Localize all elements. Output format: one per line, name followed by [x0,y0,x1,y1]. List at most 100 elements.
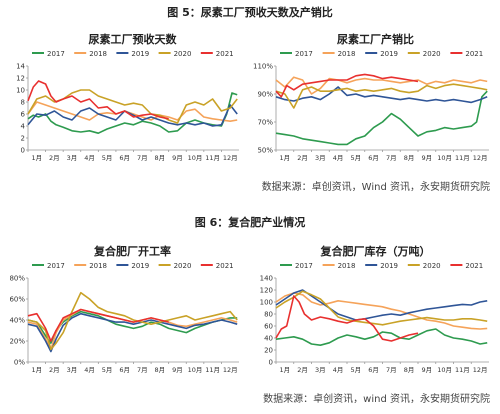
series-line-2021 [275,295,419,342]
y-tick-label: 40% [9,317,25,325]
x-tick-label: 6月 [119,154,130,162]
figure5-source: 数据来源：卓创资讯，Wind 资讯，永安期货研究院 [261,182,490,193]
x-tick-label: 7月 [137,154,148,162]
x-tick-label: 10月 [437,366,452,374]
chart1-title: 尿素工厂预收天数 [88,33,177,46]
y-tick-label: 50% [257,147,273,155]
x-tick-label: 1月 [31,366,42,374]
y-tick-label: 0% [14,359,25,367]
y-tick-label: 60% [9,296,25,304]
x-tick-label: 1月 [31,154,42,162]
x-tick-label: 2月 [297,154,308,162]
x-tick-label: 8月 [404,366,415,374]
x-tick-label: 5月 [102,154,113,162]
x-tick-label: 10月 [437,154,452,162]
x-tick-label: 12月 [223,366,238,374]
y-tick-label: 100 [260,299,273,307]
legend-label-2017: 2017 [295,50,313,58]
x-tick-label: 11月 [455,154,470,162]
figure6-source: 数据来源：卓创资讯，wind 资讯，永安期货研究院 [263,394,490,405]
x-tick-label: 1月 [280,154,291,162]
x-tick-label: 4月 [84,154,95,162]
series-line-2021 [27,308,169,342]
x-tick-label: 5月 [351,154,362,162]
x-tick-label: 12月 [223,154,238,162]
y-tick-label: 80% [9,275,25,283]
x-tick-label: 2月 [49,154,60,162]
x-tick-label: 6月 [368,154,379,162]
x-tick-label: 11月 [205,366,220,374]
legend-label-2018: 2018 [338,262,356,270]
legend-label-2017: 2017 [47,50,65,58]
x-tick-label: 8月 [155,154,166,162]
x-tick-label: 3月 [315,154,326,162]
series-line-2018 [27,308,238,351]
chart-compound-fertilizer-inventory: 2017 2018 2019 2020 2021 0 20 40 60 80 100 120 140 1月… [260,262,489,374]
legend-label-2019: 2019 [131,50,149,58]
x-tick-label: 11月 [205,154,220,162]
series-line-2021 [275,73,419,98]
legend: 2017 2018 2019 2020 2021 [280,50,483,58]
x-tick-label: 3月 [315,366,326,374]
chart4-title: 复合肥厂库存（万吨） [320,245,431,258]
x-tick-label: 11月 [455,366,470,374]
x-tick-label: 10月 [188,154,203,162]
legend: 2017 2018 2019 2020 2021 [32,262,234,270]
x-tick-label: 5月 [351,366,362,374]
x-tick-label: 9月 [422,366,433,374]
y-tick-label: 20 [264,347,273,355]
legend-label-2020: 2020 [174,262,192,270]
y-tick-label: 20% [9,338,25,346]
legend-label-2021: 2021 [216,50,234,58]
y-tick-label: 14 [16,63,25,71]
chart2-title: 尿素工厂产销比 [337,33,414,46]
legend-label-2019: 2019 [380,50,398,58]
legend-label-2018: 2018 [338,50,356,58]
legend-label-2018: 2018 [89,50,107,58]
y-tick-label: 10 [16,87,25,95]
y-tick-label: 0 [21,147,25,155]
legend-label-2020: 2020 [174,50,192,58]
x-tick-label: 6月 [119,366,130,374]
x-tick-label: 4月 [333,366,344,374]
x-tick-label: 7月 [137,366,148,374]
x-tick-label: 8月 [404,154,415,162]
x-tick-label: 6月 [368,366,379,374]
y-tick-label: 80 [264,311,273,319]
y-tick-label: 40 [264,335,273,343]
x-tick-label: 1月 [280,366,291,374]
series-line-2020 [275,83,488,109]
chart-compound-fertilizer-operating-rate: 2017 2018 2019 2020 2021 0% 20% 40% 60% 80% 1月 2月 3月… [9,262,239,374]
x-tick-label: 7月 [386,366,397,374]
series-line-2019 [27,312,238,353]
series-line-2020 [275,290,488,326]
x-tick-label: 7月 [386,154,397,162]
legend-label-2020: 2020 [423,50,441,58]
legend-label-2021: 2021 [216,262,234,270]
y-tick-label: 2 [21,135,25,143]
y-tick-label: 6 [21,111,26,119]
x-tick-label: 3月 [67,154,78,162]
series-line-2017 [275,328,488,346]
series-line-2021 [27,80,169,120]
series-line-2018 [275,76,488,95]
legend-label-2020: 2020 [423,262,441,270]
legend-label-2021: 2021 [465,50,483,58]
series-line-2020 [27,291,238,351]
figure5-caption: 图 5：尿素工厂预收天数及产销比 [167,6,333,19]
x-tick-label: 2月 [297,366,308,374]
y-tick-label: 120 [260,287,273,295]
legend-label-2019: 2019 [380,262,398,270]
x-tick-label: 9月 [172,366,183,374]
series-line-2019 [27,104,238,127]
legend: 2017 2018 2019 2020 2021 [32,50,234,58]
x-tick-label: 2月 [49,366,60,374]
x-tick-label: 10月 [188,366,203,374]
x-tick-label: 12月 [473,154,488,162]
chart3-title: 复合肥厂开工率 [94,245,171,258]
y-tick-label: 8 [21,99,25,107]
series-line-2018 [275,292,488,330]
legend-label-2017: 2017 [295,262,313,270]
chart-urea-presale-days: 2017 2018 2019 2020 2021 0 2 4 6 8 10 12 14 1月 2月 3月 4月 5… [16,50,239,162]
y-tick-label: 90% [257,91,273,99]
